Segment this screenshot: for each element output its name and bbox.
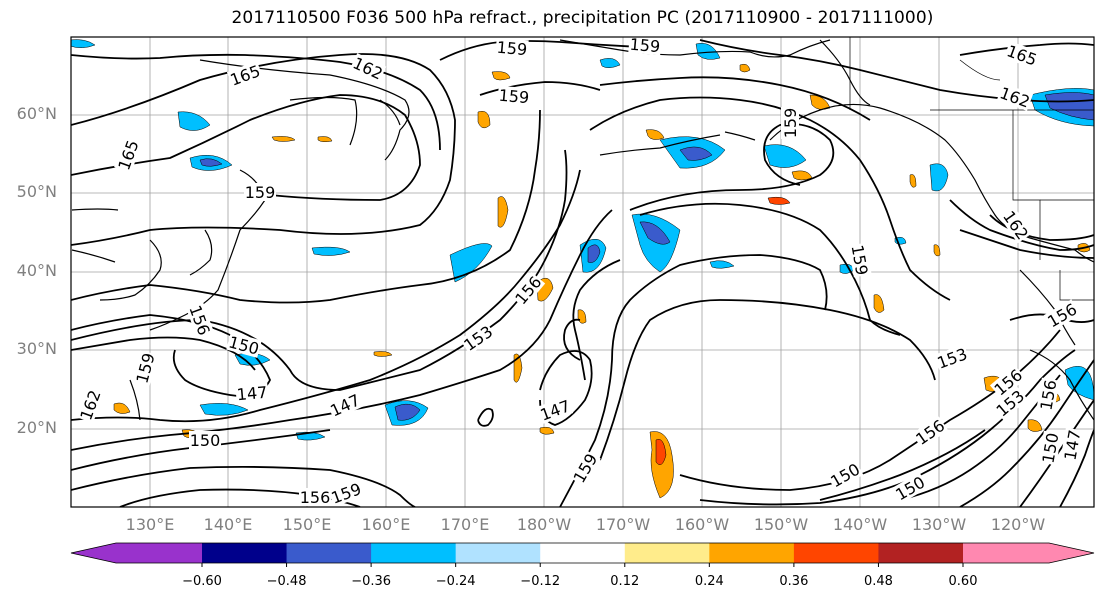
lon-label: 170°E (440, 515, 490, 534)
colorbar-tick-label: −0.36 (351, 574, 392, 589)
colorbar-outline (70, 542, 1095, 564)
colorbar-segment (709, 543, 795, 563)
lon-label: 140°W (832, 515, 888, 534)
colorbar-tick-label: −0.48 (266, 574, 307, 589)
lon-label: 170°W (595, 515, 651, 534)
contour-label: 159 (496, 38, 528, 60)
lon-label: 130°W (911, 515, 967, 534)
lat-label: 20°N (16, 418, 57, 437)
colorbar-segment (963, 543, 1094, 563)
colorbar-tick-label: −0.60 (182, 574, 222, 589)
lat-label: 50°N (16, 182, 57, 201)
colorbar-segment (624, 543, 710, 563)
colorbar-segment (455, 543, 541, 563)
map-frame (70, 36, 1095, 508)
contour-label: 159 (498, 86, 530, 108)
graticule (71, 37, 1094, 507)
colorbar-tick-label: 0.12 (610, 574, 640, 589)
colorbar-tick-label: 0.60 (948, 574, 978, 589)
lat-label: 30°N (16, 339, 57, 358)
colorbar-segment (540, 543, 626, 563)
contour-label: 156 (300, 488, 331, 507)
lon-label: 150°W (753, 515, 809, 534)
colorbar-segment (286, 543, 372, 563)
colorbar-segment (71, 543, 202, 563)
contour-label: 159 (245, 183, 276, 202)
lon-label: 120°W (990, 515, 1046, 534)
map-title: 2017110500 F036 500 hPa refract., precip… (231, 8, 934, 28)
contour-label: 150 (190, 431, 221, 450)
colorbar-tick-label: −0.12 (520, 574, 561, 589)
colorbar-tick-label: 0.36 (779, 574, 809, 589)
colorbar-segment (878, 543, 964, 563)
lon-label: 160°W (674, 515, 730, 534)
political-borders (849, 37, 1094, 301)
contour-label: 147 (236, 383, 268, 405)
lat-label: 40°N (16, 261, 57, 280)
colorbar-segment (793, 543, 879, 563)
colorbar-segment (202, 543, 288, 563)
colorbar-tick-label: 0.48 (863, 574, 893, 589)
coastlines (71, 39, 1094, 421)
colorbar-segment (371, 543, 457, 563)
lon-label: 160°E (361, 515, 411, 534)
lon-label: 180°W (516, 515, 572, 534)
contour-label: 159 (629, 35, 661, 57)
lat-label: 60°N (16, 104, 57, 123)
lon-label: 150°E (282, 515, 332, 534)
colorbar-tick-label: −0.24 (435, 574, 476, 589)
lon-label: 140°E (203, 515, 253, 534)
contour-label: 159 (781, 108, 800, 139)
colorbar-tick-label: 0.24 (694, 574, 724, 589)
lon-label: 130°E (125, 515, 175, 534)
